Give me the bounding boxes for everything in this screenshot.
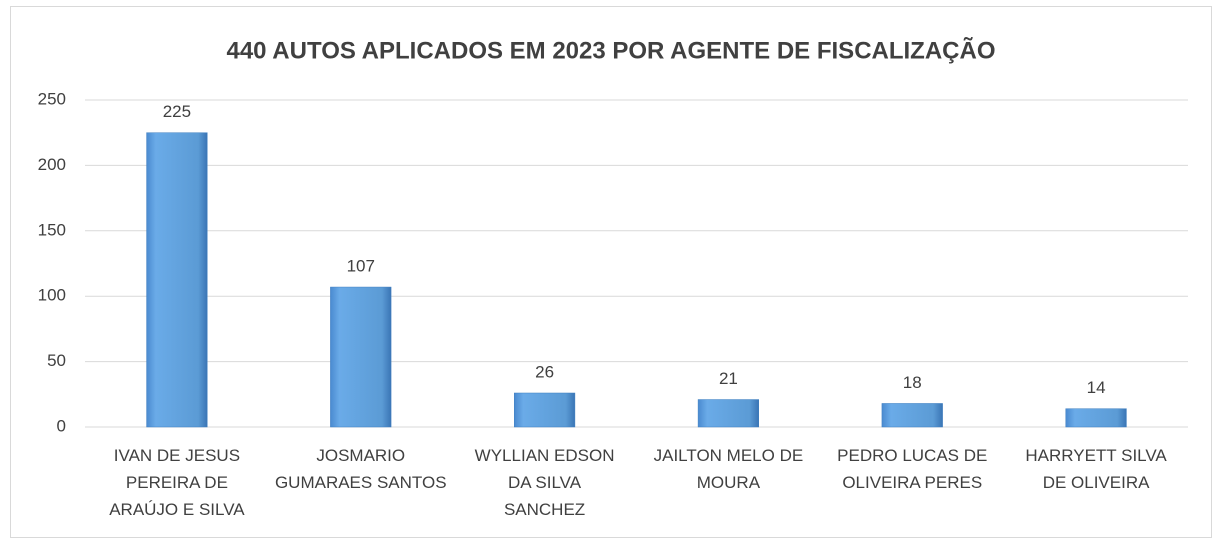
y-tick-label: 150 [38,220,66,239]
chart-frame [10,6,1212,538]
data-label: 107 [347,257,375,276]
data-label: 26 [535,362,554,381]
x-tick-label: JAILTON MELO DE MOURA [654,446,804,492]
y-tick-label: 200 [38,155,66,174]
data-label: 225 [163,102,191,121]
x-tick-label: PEDRO LUCAS DE OLIVEIRA PERES [837,446,987,492]
bar [697,399,759,428]
bar [514,392,576,428]
y-tick-label: 0 [57,416,66,435]
x-tick-label: JOSMARIO GUMARAES SANTOS [275,446,447,492]
data-label: 14 [1087,378,1106,397]
x-tick-label: WYLLIAN EDSON DA SILVA SANCHEZ [475,446,615,519]
y-tick-label: 100 [38,286,66,305]
bar [881,403,943,428]
chart-title: 440 AUTOS APLICADOS EM 2023 POR AGENTE D… [226,36,995,64]
x-tick-label: HARRYETT SILVA DE OLIVEIRA [1025,446,1167,492]
data-label: 21 [719,369,738,388]
bar [1065,408,1127,428]
x-tick-label: IVAN DE JESUS PEREIRA DE ARAÚJO E SILVA [109,446,245,519]
y-tick-label: 250 [38,89,66,108]
bar [146,132,208,428]
data-label: 18 [903,373,922,392]
y-tick-label: 50 [47,351,66,370]
bar [330,286,392,428]
